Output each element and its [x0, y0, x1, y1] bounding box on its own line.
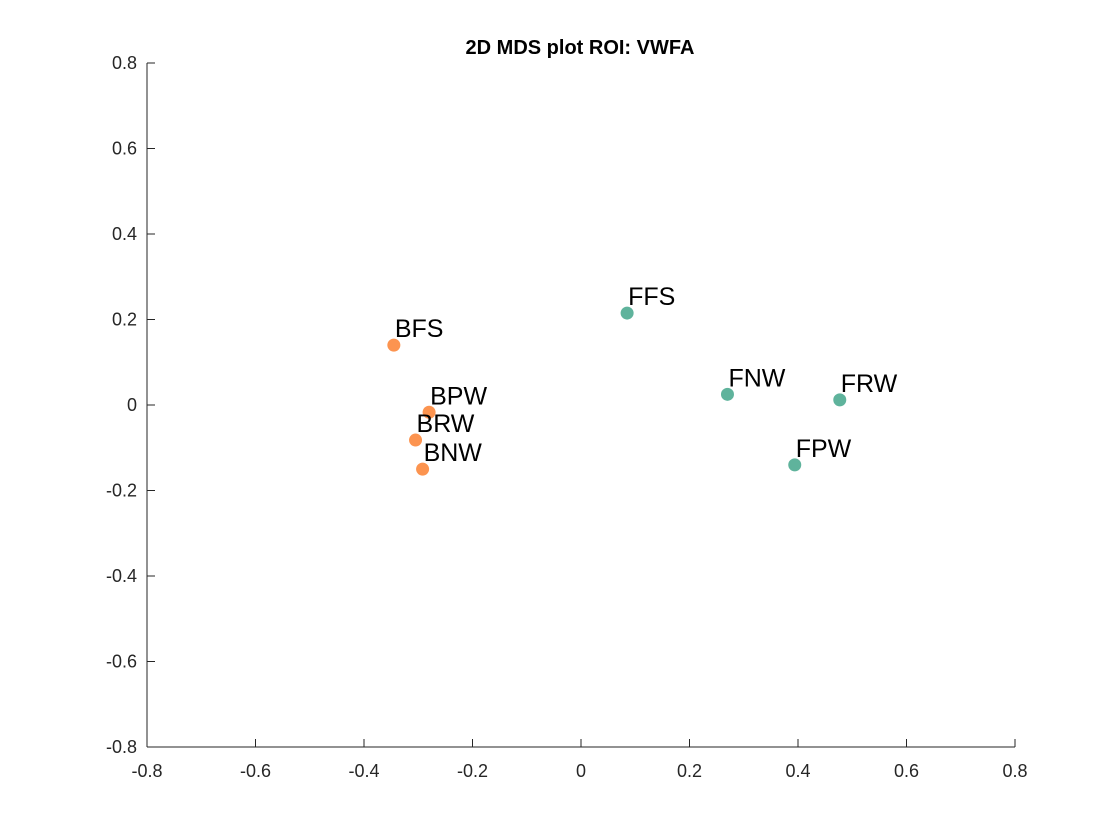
x-tick-label: -0.4 — [348, 761, 379, 781]
point-label-bpw: BPW — [430, 382, 487, 410]
y-tick-label: -0.6 — [106, 652, 137, 672]
y-tick-label: -0.4 — [106, 566, 137, 586]
data-point-frw — [833, 393, 847, 407]
y-tick-label: 0.6 — [112, 139, 137, 159]
x-tick-label: 0.6 — [894, 761, 919, 781]
x-tick-label: 0.2 — [677, 761, 702, 781]
point-label-ffs: FFS — [628, 283, 675, 311]
point-label-bnw: BNW — [424, 439, 483, 467]
axes: -0.8 -0.6 -0.4 -0.2 0 0.2 0.4 0.6 0.8 -0.8 -0.6 -0.… — [106, 53, 1028, 781]
x-tick-label: -0.2 — [457, 761, 488, 781]
x-tick-label: 0 — [576, 761, 586, 781]
data-point-bpw — [422, 405, 436, 419]
y-tick-label: 0.8 — [112, 53, 137, 73]
y-tick-label: 0.4 — [112, 224, 137, 244]
y-tick-label: 0.2 — [112, 310, 137, 330]
y-tick-label: -0.8 — [106, 737, 137, 757]
data-point-brw — [409, 433, 423, 447]
point-label-bfs: BFS — [395, 315, 444, 343]
point-label-fpw: FPW — [796, 435, 852, 463]
x-tick-label: 0.4 — [785, 761, 810, 781]
data-point-bnw — [416, 462, 430, 476]
point-label-frw: FRW — [841, 370, 898, 398]
y-tick-label: -0.2 — [106, 481, 137, 501]
x-tick-label: -0.6 — [240, 761, 271, 781]
y-tick-label: 0 — [127, 395, 137, 415]
data-point-bfs — [387, 338, 401, 352]
x-tick-label: -0.8 — [131, 761, 162, 781]
point-label-fnw: FNW — [728, 364, 785, 392]
point-label-brw: BRW — [417, 410, 475, 438]
data-point-fpw — [788, 458, 802, 472]
data-point-fnw — [720, 387, 734, 401]
x-tick-label: 0.8 — [1002, 761, 1027, 781]
chart-title: 2D MDS plot ROI: VWFA — [466, 37, 695, 59]
data-point-ffs — [620, 306, 634, 320]
